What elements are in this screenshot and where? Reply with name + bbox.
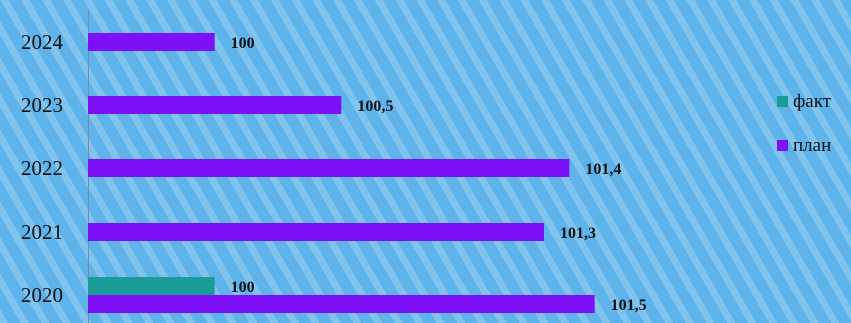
- value-label-план-2022: 101,4: [585, 161, 621, 178]
- value-label-план-2020: 101,5: [611, 297, 647, 314]
- legend-swatch-факт: [777, 96, 788, 107]
- bar-план-2022: [88, 159, 570, 177]
- value-label-план-2023: 100,5: [357, 98, 393, 115]
- bar-план-2020: [88, 295, 595, 313]
- value-label-план-2021: 101,3: [560, 225, 596, 242]
- legend-label-план: план: [793, 135, 831, 156]
- bar-факт-2020: [88, 277, 215, 295]
- bar-план-2024: [88, 33, 215, 51]
- category-label-2021: 2021: [21, 220, 63, 244]
- category-label-2022: 2022: [21, 156, 63, 180]
- legend-label-факт: факт: [793, 91, 832, 112]
- value-label-факт-2020: 100: [231, 279, 255, 296]
- bar-план-2023: [88, 96, 342, 114]
- legend-swatch-план: [777, 140, 788, 151]
- bar-план-2021: [88, 223, 544, 241]
- category-label-2024: 2024: [21, 30, 64, 54]
- value-label-план-2024: 100: [231, 35, 255, 52]
- category-label-2023: 2023: [21, 93, 63, 117]
- category-label-2020: 2020: [21, 283, 63, 307]
- legend: факт план: [777, 91, 832, 156]
